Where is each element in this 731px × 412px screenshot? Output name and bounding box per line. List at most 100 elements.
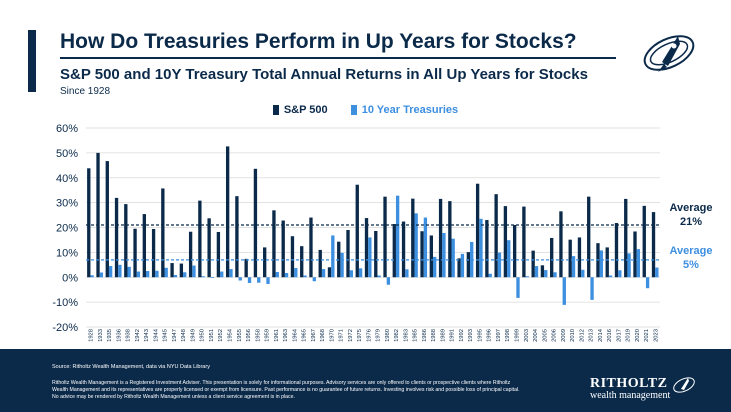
bar-treasuries (608, 275, 613, 278)
x-tick-label: 2003 (524, 329, 530, 342)
x-tick-label: 1968 (320, 329, 326, 342)
bar-sp500 (216, 231, 221, 278)
disclaimer-text: Ritholtz Wealth Management is a Register… (52, 380, 520, 400)
bar-treasuries (655, 267, 659, 278)
bar-sp500 (346, 229, 350, 278)
legend-item-sp500: S&P 500 (272, 104, 328, 116)
bar-sp500 (290, 236, 295, 278)
bar-treasuries (108, 266, 113, 278)
bar-treasuries (618, 270, 622, 278)
bar-sp500 (244, 258, 248, 278)
bar-treasuries (331, 235, 335, 278)
title-divider (60, 57, 616, 59)
x-tick-label: 1965 (302, 329, 308, 342)
x-tick-label: 2009 (561, 329, 567, 342)
bar-treasuries (414, 213, 418, 278)
bar-sp500 (374, 230, 378, 278)
bar-sp500 (448, 201, 452, 278)
x-tick-label: 1976 (366, 329, 372, 342)
bar-treasuries (118, 264, 122, 278)
bar-treasuries (145, 271, 150, 278)
x-tick-label: 1997 (496, 329, 502, 342)
bar-sp500 (272, 210, 276, 278)
bar-sp500 (550, 237, 554, 278)
bar-sp500 (512, 225, 517, 278)
bar-treasuries (507, 240, 511, 278)
source-note: Source: Ritholtz Wealth Management, data… (52, 364, 210, 370)
bar-sp500 (300, 246, 304, 278)
x-tick-label: 1999 (515, 329, 521, 342)
bar-treasuries (321, 269, 326, 278)
bar-treasuries (238, 277, 242, 281)
bar-treasuries (636, 249, 641, 278)
bar-treasuries (99, 272, 104, 278)
x-tick-label: 1948 (181, 329, 187, 342)
x-tick-label: 1949 (190, 329, 196, 342)
bar-treasuries (303, 275, 307, 278)
chart-since-note: Since 1928 (60, 86, 111, 97)
bar-sp500 (485, 220, 489, 278)
x-tick-label: 2004 (533, 328, 539, 342)
legend-swatch-treasuries (350, 105, 357, 115)
bar-sp500 (624, 198, 628, 278)
x-tick-label: 1986 (422, 329, 428, 342)
x-tick-label: 1972 (348, 329, 354, 342)
x-tick-label: 1975 (357, 329, 363, 342)
x-tick-label: 2017 (616, 329, 622, 342)
bar-sp500 (614, 223, 619, 278)
bar-sp500 (568, 239, 572, 278)
x-tick-label: 1928 (89, 329, 95, 342)
bar-treasuries (405, 269, 409, 278)
bar-sp500 (188, 231, 193, 278)
bar-treasuries (275, 272, 279, 278)
x-tick-label: 1959 (265, 329, 271, 342)
bar-sp500 (559, 211, 563, 278)
bar-treasuries (497, 252, 502, 278)
bar-treasuries (257, 277, 261, 283)
bar-treasuries (645, 277, 650, 289)
x-tick-label: 1967 (311, 329, 317, 342)
bar-sp500 (494, 194, 498, 278)
bar-sp500 (364, 218, 369, 278)
bar-sp500 (411, 198, 415, 278)
bar-treasuries (386, 277, 391, 285)
x-tick-label: 1933 (98, 329, 104, 342)
x-tick-label: 2010 (570, 329, 576, 342)
bar-sp500 (383, 196, 387, 278)
bar-treasuries (395, 195, 400, 278)
bar-sp500 (392, 224, 396, 278)
x-tick-label: 1995 (477, 329, 483, 342)
bar-sp500 (253, 168, 258, 278)
bar-treasuries (229, 269, 233, 278)
bar-treasuries (340, 252, 344, 278)
bar-sp500 (235, 196, 239, 278)
bar-treasuries (432, 256, 437, 278)
bar-treasuries (183, 272, 187, 278)
bar-treasuries (627, 253, 631, 278)
bar-sp500 (170, 263, 174, 278)
bar-sp500 (457, 258, 461, 278)
bar-sp500 (522, 206, 526, 278)
bar-treasuries (599, 250, 603, 278)
y-tick-label: 0% (62, 272, 78, 284)
bar-sp500 (225, 146, 230, 278)
x-tick-label: 2023 (653, 329, 659, 342)
x-tick-label: 1936 (116, 329, 122, 342)
bar-sp500 (633, 231, 637, 278)
bar-sp500 (503, 206, 508, 278)
rocket-logo-icon (643, 35, 695, 72)
bar-sp500 (87, 168, 91, 278)
x-tick-label: 1983 (403, 329, 409, 342)
y-tick-label: 40% (56, 173, 78, 185)
x-tick-label: 1963 (283, 329, 289, 342)
bar-treasuries (192, 265, 196, 278)
bar-sp500 (327, 267, 332, 278)
bar-treasuries (136, 271, 141, 278)
x-tick-label: 1956 (246, 329, 252, 342)
bar-treasuries (220, 271, 224, 278)
legend-label-sp500: S&P 500 (283, 104, 328, 116)
bar-sp500 (420, 231, 424, 278)
average-label: Average (669, 245, 712, 257)
rocket-brand-icon (673, 377, 695, 393)
x-tick-label: 1964 (292, 328, 298, 342)
